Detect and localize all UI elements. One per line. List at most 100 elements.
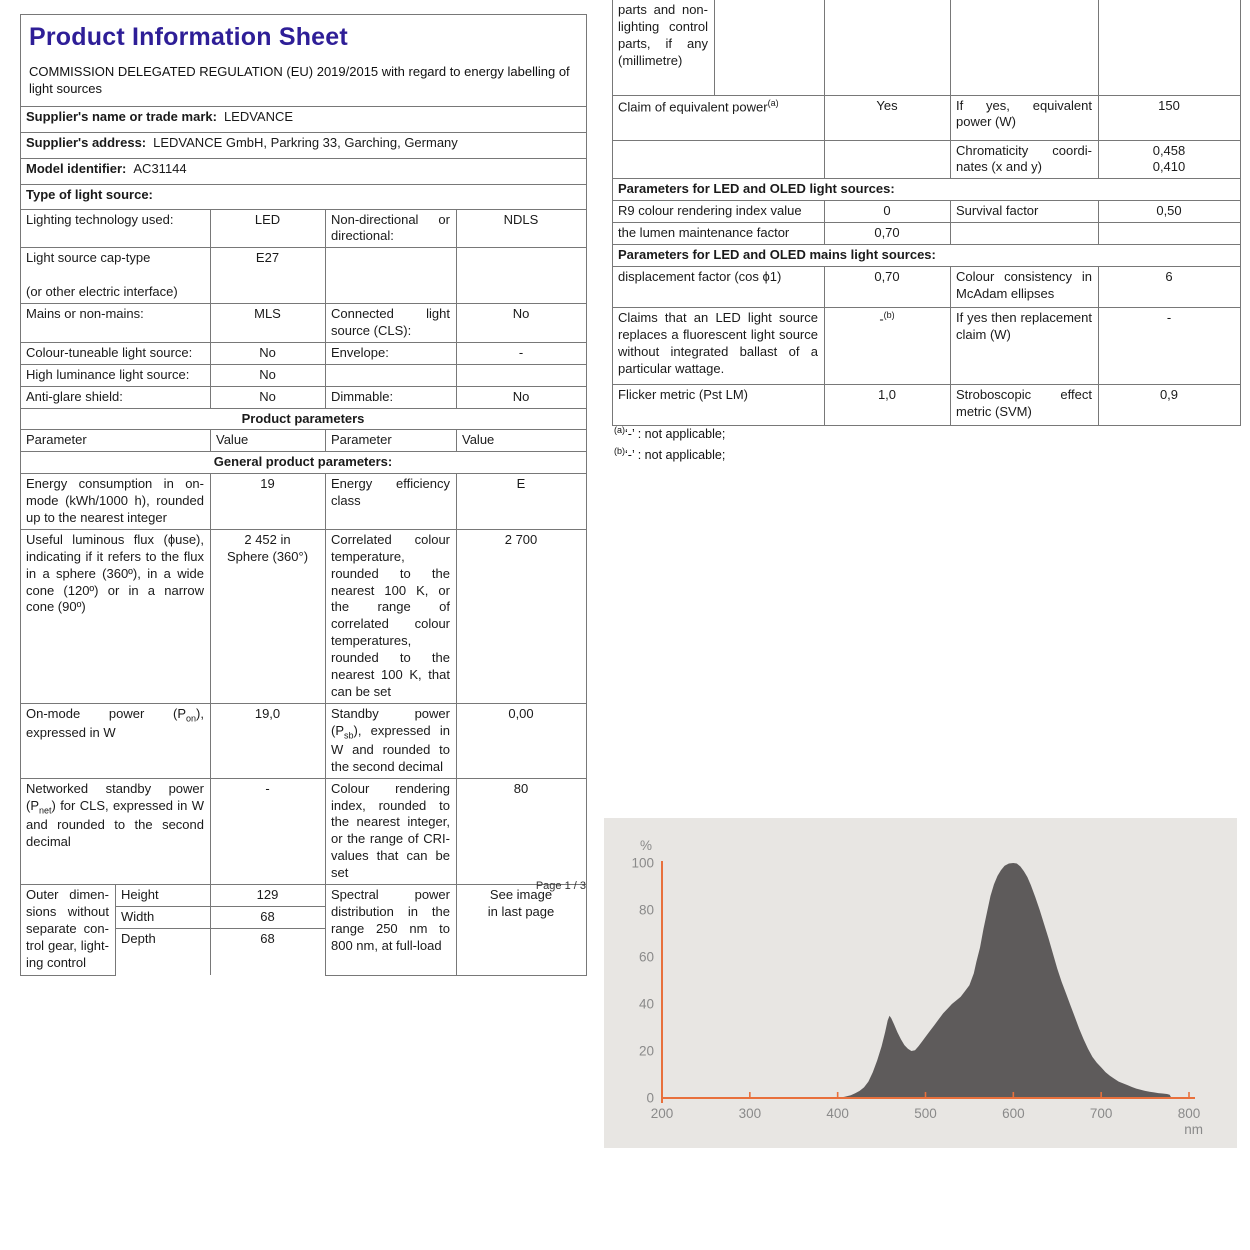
param-label: Colour consistency in McAdam ellipses [950,265,1099,308]
param-value: 0 [824,200,951,224]
dimension-name: Depth [115,927,211,976]
page-title: Product Information Sheet [29,23,348,51]
page-number: Page 1 / 3 [535,880,586,892]
param-value: No [455,303,588,343]
param-value [455,363,588,387]
continued-row: parts and non-lighting con­trol parts, i… [612,0,1241,96]
empty-cell [824,139,951,180]
column-header: Value [210,429,326,453]
x-tick-label: 800 [1178,1106,1201,1121]
left-sheet-table: Product Information Sheet COMMISSION DEL… [19,14,588,976]
page-subtitle: COMMISSION DELEGATED REGULATION (EU) 201… [29,63,570,97]
footnote-ref-a: (a) [767,97,779,108]
standby-label-sub: sb [344,730,354,741]
supplier-name-label: Supplier's name or trade mark: [26,108,217,124]
param-label: High luminance light source: [20,363,211,387]
param-value: - [210,777,326,886]
param-label: If yes, equivalent power (W) [950,94,1099,141]
param-value: 0,00 [455,702,588,779]
x-tick-label: 500 [914,1106,937,1121]
dimension-value: 68 [210,905,326,929]
param-value: 1,0 [824,383,951,426]
y-axis-unit-label: % [640,838,652,853]
section-header: Product parameters [19,407,588,431]
param-value: 19 [210,473,326,530]
section-row: Parameters for LED and OLED light source… [612,178,1241,202]
footnotes: (a)‘-’ : not applicable; (b)‘-’ : not ap… [614,423,725,465]
table-row: Lighting technology used: LED Non-direct… [20,208,588,249]
param-value: No [210,385,326,409]
section-header: General product parameters: [19,451,588,475]
param-value: MLS [210,303,326,343]
param-label: On-mode power (Pon), expressed in W [20,702,211,779]
param-value: 2 700 [455,528,588,704]
cap-type-line2: (or other electric interface) [26,284,178,300]
supplier-address-value: LEDVANCE GmbH, Parkring 33, Garching, Ge… [153,134,458,150]
param-label: parts and non-lighting con­trol parts, i… [612,0,715,96]
param-label: Useful luminous flux (ϕuse), indicating … [20,528,211,704]
type-heading-row: Type of light source: [19,183,588,210]
param-label: Non-directional or directional: [325,208,457,249]
param-label: displacement factor (cos ϕ1) [612,265,825,308]
y-tick-label: 60 [639,950,654,965]
chromaticity-y: 0,410 [1152,159,1186,175]
param-value: E [455,473,588,530]
param-label: Networked standby power (Pnet) for CLS, … [20,777,211,886]
empty-cell [1098,222,1241,245]
right-sheet-table: parts and non-lighting con­trol parts, i… [612,0,1241,426]
param-value: 0,9 [1098,383,1241,426]
param-value: No [455,385,588,409]
param-label: Mains or non-mains: [20,303,211,343]
section-row: Parameters for LED and OLED mains light … [612,243,1241,267]
claim-label-text: Claim of equivalent power [618,98,768,114]
param-value: No [210,363,326,387]
param-label: Anti-glare shield: [20,385,211,409]
param-value: No [210,341,326,365]
param-value: - [1098,306,1241,385]
table-row: Light source cap-type (or other electric… [20,247,588,305]
type-heading-cell: Type of light source: [19,183,588,210]
table-row: R9 colour rendering index value 0 Surviv… [612,200,1241,224]
model-identifier-row: Model identifier: AC31144 [19,157,588,185]
flux-value-line2: Sphere (360°) [226,548,309,564]
y-tick-label: 80 [639,903,654,918]
onmode-label-sub: on [186,713,197,724]
flux-value-line1: 2 452 in [244,531,291,547]
onmode-label-part: ), expressed in W [26,705,204,741]
model-identifier-cell: Model identifier: AC31144 [19,157,588,185]
footnote-a-marker: (a) [614,425,625,435]
spd-area [705,863,1172,1098]
footnote-b-text: ‘-’ : not applicable; [625,448,726,463]
param-value: E27 [210,247,326,305]
onmode-label-part: On-mode power (P [26,705,187,721]
type-heading-label: Type of light source: [26,186,153,202]
param-label: Survival factor [950,200,1099,224]
table-row: displacement factor (cos ϕ1) 0,70 Colour… [612,265,1241,308]
footnote-a: (a)‘-’ : not applicable; [614,423,725,444]
table-row: Energy consumption in on-mode (kWh/1000 … [20,473,588,530]
section-header: Parameters for LED and OLED light source… [612,178,1241,202]
table-row: the lumen maintenance factor 0,70 [612,222,1241,245]
table-row: Claim of equivalent power(a) Yes If yes,… [612,94,1241,141]
spd-value-line2: in last page [487,903,555,919]
standby-label-part: ), expressed in W and rounded to the sec… [331,722,450,774]
table-row: On-mode power (Pon), expressed in W 19,0… [20,702,588,779]
spd-value-line1: See image [489,887,553,903]
param-label: Standby power (Psb), expressed in W and … [325,702,457,779]
dimension-name: Width [115,905,211,929]
y-tick-label: 0 [646,1091,654,1106]
param-label: Envelope: [325,341,457,365]
dimensions-row: Outer dimen­sions without separate con­t… [20,884,588,976]
param-label: Energy consumption in on-mode (kWh/1000 … [20,473,211,530]
param-label: Claim of equivalent power(a) [612,94,825,141]
value-dash: - [879,311,884,327]
param-value: NDLS [455,208,588,249]
param-label: Lighting technology used: [20,208,211,249]
x-axis-unit-label: nm [1184,1122,1203,1137]
empty-cell [950,222,1099,245]
param-label [325,363,457,387]
table-row: Claims that an LED light source replaces… [612,306,1241,385]
model-identifier-label: Model identifier: [26,160,127,176]
param-value: - [455,341,588,365]
